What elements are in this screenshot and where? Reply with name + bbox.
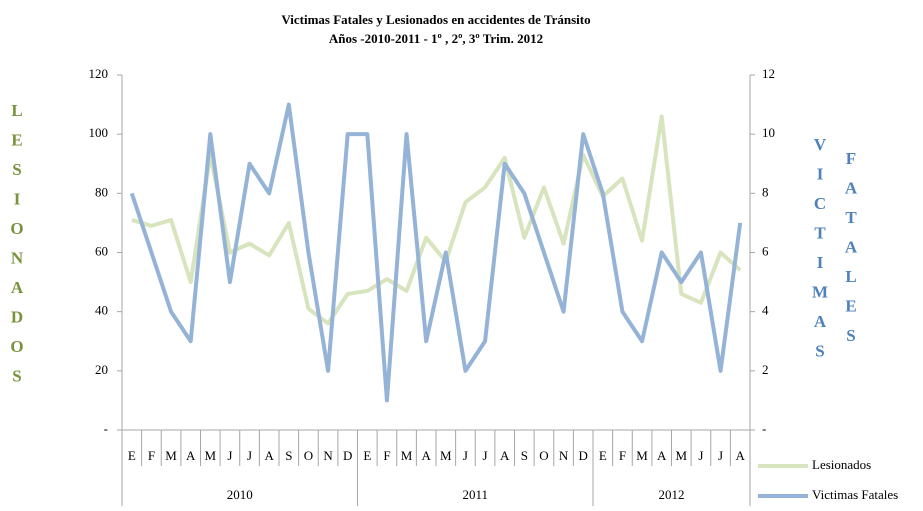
x-tick-label: A: [186, 448, 196, 463]
y-tick-label: 40: [95, 303, 108, 318]
group-label: 2011: [462, 487, 488, 502]
x-tick-label: S: [285, 448, 292, 463]
y2-tick-label: 4: [762, 303, 769, 318]
x-tick-label: M: [401, 448, 413, 463]
legend-label: Victimas Fatales: [812, 487, 898, 502]
x-tick-label: M: [676, 448, 688, 463]
x-tick-label: A: [657, 448, 667, 463]
y2-tick-label: 10: [762, 125, 775, 140]
y2-tick-label: 12: [762, 66, 775, 81]
x-tick-label: J: [698, 448, 703, 463]
x-tick-label: O: [539, 448, 548, 463]
chart-title: Victimas Fatales y Lesionados en acciden…: [281, 12, 590, 27]
x-tick-label: N: [323, 448, 333, 463]
x-tick-label: E: [599, 448, 607, 463]
x-tick-label: M: [165, 448, 177, 463]
group-label: 2010: [227, 487, 253, 502]
x-tick-label: E: [363, 448, 371, 463]
x-tick-label: J: [247, 448, 252, 463]
x-tick-label: J: [718, 448, 723, 463]
x-tick-label: A: [421, 448, 431, 463]
x-tick-label: F: [383, 448, 390, 463]
x-tick-label: F: [148, 448, 155, 463]
x-tick-label: A: [264, 448, 274, 463]
series-line: [129, 102, 743, 403]
x-tick-label: J: [483, 448, 488, 463]
y-tick-label: 100: [89, 125, 109, 140]
x-tick-label: O: [304, 448, 313, 463]
y-tick-label: 120: [89, 66, 109, 81]
x-tick-label: D: [343, 448, 352, 463]
x-tick-label: A: [735, 448, 745, 463]
y2-tick-label: -: [762, 421, 766, 436]
x-tick-label: N: [559, 448, 569, 463]
y2-tick-label: 6: [762, 243, 769, 258]
group-label: 2012: [659, 487, 685, 502]
x-tick-label: M: [636, 448, 648, 463]
x-tick-label: M: [205, 448, 217, 463]
y2-tick-label: 8: [762, 184, 769, 199]
x-tick-label: E: [128, 448, 136, 463]
x-tick-label: J: [227, 448, 232, 463]
legend-label: Lesionados: [812, 457, 871, 472]
x-tick-label: S: [521, 448, 528, 463]
y-tick-label: 60: [95, 243, 108, 258]
x-tick-label: F: [619, 448, 626, 463]
y2-tick-label: 2: [762, 362, 769, 377]
chart-subtitle: Años -2010-2011 - 1º , 2º, 3º Trim. 2012: [329, 31, 543, 46]
y-tick-label: -: [104, 421, 108, 436]
y-tick-label: 80: [95, 184, 108, 199]
x-tick-label: D: [578, 448, 587, 463]
y-tick-label: 20: [95, 362, 108, 377]
x-tick-label: A: [500, 448, 510, 463]
x-tick-label: M: [440, 448, 452, 463]
x-tick-label: J: [463, 448, 468, 463]
